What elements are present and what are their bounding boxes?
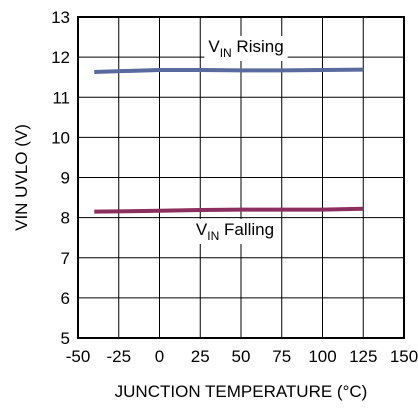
x-tick-label: 25 [191,347,210,366]
series-label-bg-falling [191,219,279,244]
y-tick-label: 5 [61,329,70,348]
x-tick-label: 125 [349,347,377,366]
y-tick-label: 13 [51,8,70,27]
y-tick-label: 9 [61,169,70,188]
x-tick-label: 150 [390,347,418,366]
y-tick-labels: 5 6 7 8 9 10 11 12 13 [51,8,70,348]
x-tick-label: -25 [106,347,131,366]
y-tick-label: 11 [52,88,70,107]
series-label-falling: VIN Falling [196,220,274,243]
x-tick-label: 50 [232,347,251,366]
y-tick-label: 6 [61,289,70,308]
x-axis-label: JUNCTION TEMPERATURE (°C) [115,382,368,401]
x-tick-label: -50 [66,347,91,366]
y-tick-label: 7 [61,249,70,268]
x-tick-label: 100 [308,347,336,366]
series-group [94,67,364,214]
y-tick-label: 12 [51,48,70,67]
y-tick-label: 8 [61,209,70,228]
x-tick-labels: -50 -25 0 25 50 75 100 125 150 [66,347,418,366]
plot-frame [77,16,405,339]
x-tick-label: 75 [272,347,291,366]
series-line-0 [94,67,364,74]
series-labels: VIN Rising VIN Falling [191,36,288,244]
series-label-bg-rising [204,36,288,61]
series-label-rising: VIN Rising [208,37,283,60]
series-line-1 [94,206,364,214]
y-tick-label: 10 [51,128,70,147]
grid [78,17,404,338]
y-axis-label: VIN UVLO (V) [12,124,31,231]
x-tick-label: 0 [155,347,164,366]
